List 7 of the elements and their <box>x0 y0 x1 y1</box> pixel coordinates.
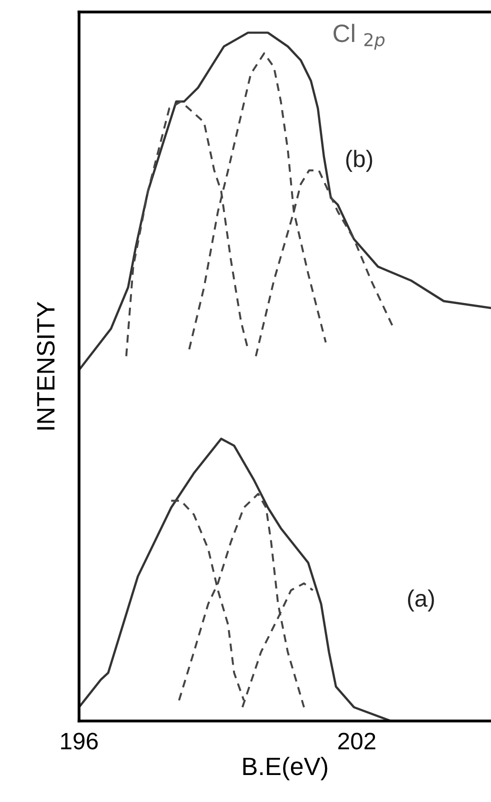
y-axis-title: INTENSITY <box>36 302 55 430</box>
x-axis-title: B.E(eV) <box>243 756 328 780</box>
x-tick-label: 202 <box>338 732 376 750</box>
annotation: (b) <box>346 150 372 172</box>
annotation: Cl $_{2p}$ <box>334 24 385 50</box>
x-tick-label: 196 <box>61 732 98 750</box>
annotation: (a) <box>408 589 434 612</box>
